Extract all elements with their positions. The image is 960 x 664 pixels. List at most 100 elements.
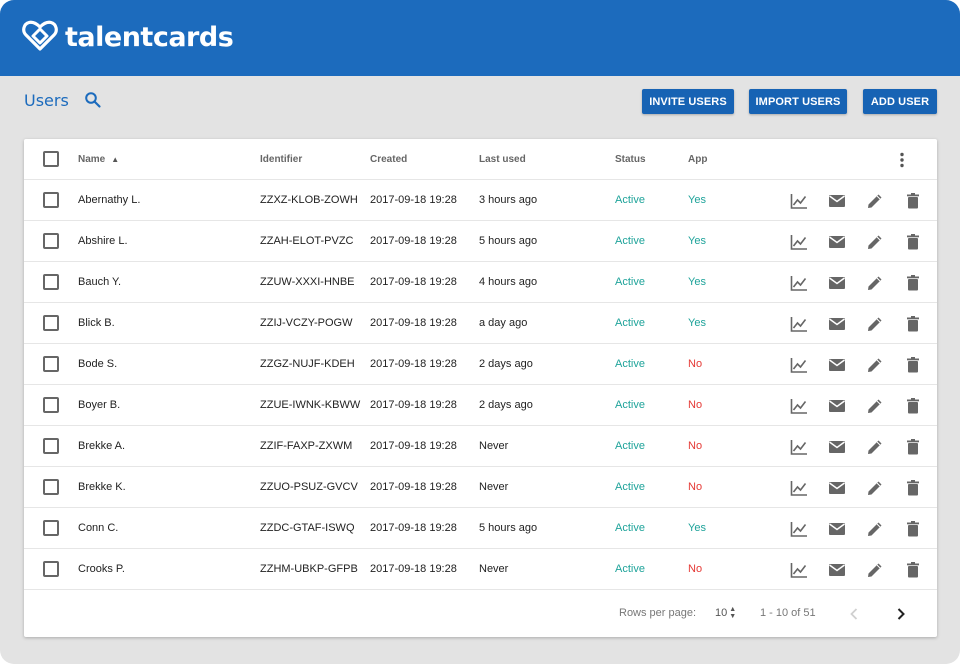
mail-icon[interactable] (827, 273, 847, 293)
import-users-button[interactable]: IMPORT USERS (749, 89, 847, 114)
delete-trash-icon[interactable] (903, 232, 923, 252)
user-last-used: Never (479, 481, 509, 493)
user-name: Boyer B. (78, 399, 121, 411)
table-row[interactable]: Abernathy L. ZZXZ-KLOB-ZOWH 2017-09-18 19:… (24, 180, 937, 221)
stats-chart-icon[interactable] (789, 396, 809, 416)
rows-per-page-select[interactable]: 10 ▲ ▼ (715, 604, 739, 622)
column-header-name[interactable]: Name ▲ (78, 139, 119, 179)
invite-users-button[interactable]: INVITE USERS (642, 89, 734, 114)
table-row[interactable]: Bode S. ZZGZ-NUJF-KDEH 2017-09-18 19:28 2 d… (24, 344, 937, 385)
column-header-identifier[interactable]: Identifier (260, 153, 303, 165)
edit-pencil-icon[interactable] (865, 478, 885, 498)
column-header-app[interactable]: App (688, 153, 708, 165)
user-identifier: ZZHM-UBKP-GFPB (260, 563, 358, 575)
delete-trash-icon[interactable] (903, 478, 923, 498)
user-last-used: 2 days ago (479, 358, 533, 370)
row-checkbox[interactable] (43, 356, 59, 372)
mail-icon[interactable] (827, 560, 847, 580)
mail-icon[interactable] (827, 519, 847, 539)
edit-pencil-icon[interactable] (865, 519, 885, 539)
delete-trash-icon[interactable] (903, 437, 923, 457)
user-identifier: ZZUO-PSUZ-GVCV (260, 481, 358, 493)
mail-icon[interactable] (827, 478, 847, 498)
mail-icon[interactable] (827, 396, 847, 416)
edit-pencil-icon[interactable] (865, 314, 885, 334)
delete-trash-icon[interactable] (903, 314, 923, 334)
app-status: Yes (688, 317, 706, 329)
table-row[interactable]: Crooks P. ZZHM-UBKP-GFPB 2017-09-18 19:28 N… (24, 549, 937, 590)
heart-logo-icon (22, 20, 58, 57)
more-vert-icon[interactable] (892, 150, 912, 170)
user-name: Abshire L. (78, 235, 128, 247)
add-user-button[interactable]: ADD USER (863, 89, 937, 114)
edit-pencil-icon[interactable] (865, 232, 885, 252)
delete-trash-icon[interactable] (903, 355, 923, 375)
row-checkbox[interactable] (43, 520, 59, 536)
app-status: No (688, 563, 703, 575)
mail-icon[interactable] (827, 191, 847, 211)
edit-pencil-icon[interactable] (865, 437, 885, 457)
user-created: 2017-09-18 19:28 (370, 235, 457, 247)
status-badge: Active (615, 317, 645, 329)
stats-chart-icon[interactable] (789, 273, 809, 293)
row-checkbox[interactable] (43, 438, 59, 454)
column-header-last-used[interactable]: Last used (479, 153, 526, 165)
stats-chart-icon[interactable] (789, 560, 809, 580)
edit-pencil-icon[interactable] (865, 191, 885, 211)
mail-icon[interactable] (827, 355, 847, 375)
delete-trash-icon[interactable] (903, 519, 923, 539)
chevron-left-icon[interactable] (844, 604, 864, 624)
stats-chart-icon[interactable] (789, 355, 809, 375)
table-row[interactable]: Conn C. ZZDC-GTAF-ISWQ 2017-09-18 19:28 5 h… (24, 508, 937, 549)
user-created: 2017-09-18 19:28 (370, 481, 457, 493)
row-checkbox[interactable] (43, 561, 59, 577)
user-name: Brekke A. (78, 440, 126, 452)
mail-icon[interactable] (827, 314, 847, 334)
mail-icon[interactable] (827, 437, 847, 457)
table-row[interactable]: Abshire L. ZZAH-ELOT-PVZC 2017-09-18 19:28… (24, 221, 937, 262)
delete-trash-icon[interactable] (903, 396, 923, 416)
select-all-checkbox[interactable] (43, 151, 59, 167)
delete-trash-icon[interactable] (903, 273, 923, 293)
user-name: Bauch Y. (78, 276, 122, 288)
edit-pencil-icon[interactable] (865, 355, 885, 375)
brand-logo[interactable]: talentcards (22, 20, 234, 57)
stats-chart-icon[interactable] (789, 191, 809, 211)
mail-icon[interactable] (827, 232, 847, 252)
table-row[interactable]: Blick B. ZZIJ-VCZY-POGW 2017-09-18 19:28 a … (24, 303, 937, 344)
delete-trash-icon[interactable] (903, 560, 923, 580)
user-identifier: ZZDC-GTAF-ISWQ (260, 522, 355, 534)
user-identifier: ZZIJ-VCZY-POGW (260, 317, 353, 329)
chevron-right-icon[interactable] (891, 604, 911, 624)
app-status: Yes (688, 235, 706, 247)
row-checkbox[interactable] (43, 397, 59, 413)
row-checkbox[interactable] (43, 233, 59, 249)
table-row[interactable]: Brekke A. ZZIF-FAXP-ZXWM 2017-09-18 19:28 N… (24, 426, 937, 467)
column-header-created[interactable]: Created (370, 153, 408, 165)
sort-ascending-icon: ▲ (111, 154, 120, 164)
stats-chart-icon[interactable] (789, 437, 809, 457)
table-row[interactable]: Brekke K. ZZUO-PSUZ-GVCV 2017-09-18 19:28 N… (24, 467, 937, 508)
row-checkbox[interactable] (43, 479, 59, 495)
table-row[interactable]: Boyer B. ZZUE-IWNK-KBWW 2017-09-18 19:28 2 … (24, 385, 937, 426)
stats-chart-icon[interactable] (789, 478, 809, 498)
edit-pencil-icon[interactable] (865, 396, 885, 416)
user-last-used: Never (479, 563, 509, 575)
table-header-row: Name ▲ Identifier Created Last used Stat… (24, 139, 937, 180)
edit-pencil-icon[interactable] (865, 560, 885, 580)
stats-chart-icon[interactable] (789, 232, 809, 252)
column-header-status[interactable]: Status (615, 153, 646, 165)
user-identifier: ZZUW-XXXI-HNBE (260, 276, 355, 288)
app-status: No (688, 399, 703, 411)
row-checkbox[interactable] (43, 192, 59, 208)
row-checkbox[interactable] (43, 315, 59, 331)
search-icon[interactable] (84, 91, 102, 109)
edit-pencil-icon[interactable] (865, 273, 885, 293)
table-row[interactable]: Bauch Y. ZZUW-XXXI-HNBE 2017-09-18 19:28 4 … (24, 262, 937, 303)
stats-chart-icon[interactable] (789, 314, 809, 334)
row-checkbox[interactable] (43, 274, 59, 290)
user-identifier: ZZGZ-NUJF-KDEH (260, 358, 355, 370)
top-bar: talentcards (0, 0, 960, 76)
stats-chart-icon[interactable] (789, 519, 809, 539)
delete-trash-icon[interactable] (903, 191, 923, 211)
